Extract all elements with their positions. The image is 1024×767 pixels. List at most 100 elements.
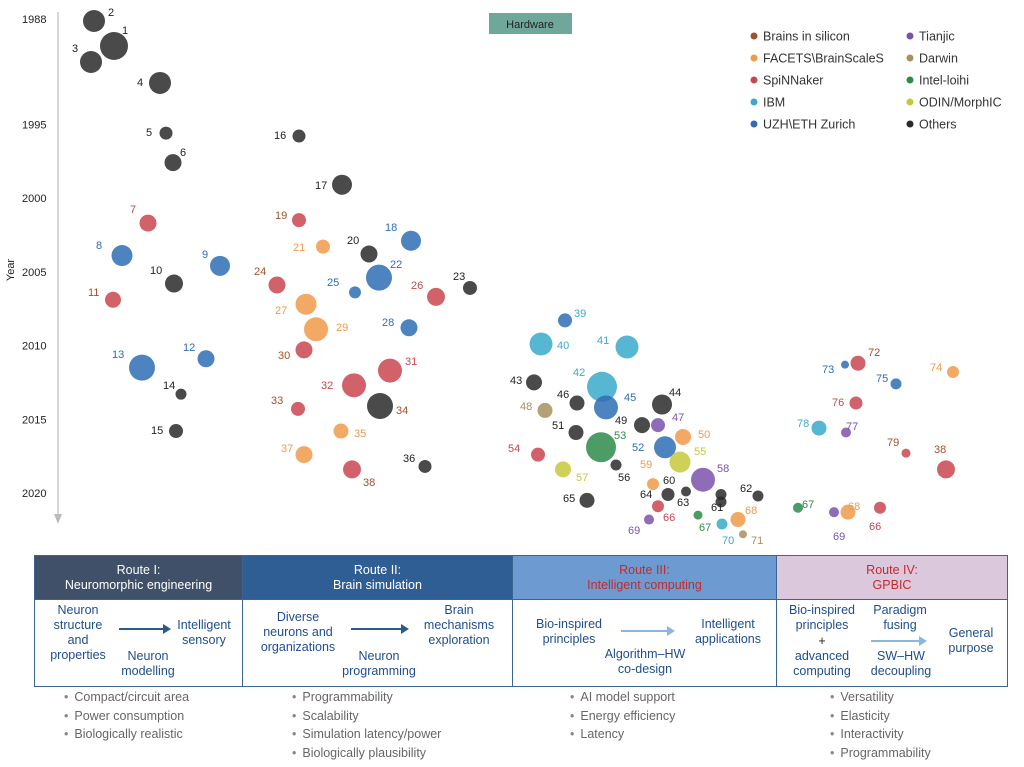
point-label-20: 20: [347, 235, 359, 247]
point-label-2: 2: [108, 7, 114, 19]
point-label-6: 6: [180, 147, 186, 159]
data-point-61b: [715, 488, 727, 500]
route-3-arrow: [621, 626, 675, 636]
point-label-28: 28: [382, 317, 394, 329]
data-point-33: [291, 401, 305, 416]
data-point-4: [149, 71, 171, 94]
point-label-56: 56: [618, 472, 630, 484]
data-point-73: [841, 360, 849, 369]
route-4-subtitle: GPBIC: [872, 577, 912, 592]
data-point-37: [295, 446, 313, 464]
route-4-box-1: Bio-inspired principles: [788, 603, 855, 632]
point-label-5: 5: [146, 127, 152, 139]
data-point-58: [691, 467, 715, 492]
data-point-50: [675, 428, 691, 445]
data-point-56: [610, 459, 622, 471]
point-label-22: 22: [390, 259, 402, 271]
data-point-11: [105, 291, 121, 308]
point-label-27: 27: [275, 305, 287, 317]
point-label-29: 29: [336, 322, 348, 334]
data-point-75: [890, 378, 902, 390]
route-2-box-3: Neuron programming: [342, 649, 416, 678]
route-4-box-1b: advanced computing: [793, 649, 851, 678]
data-point-57: [555, 461, 571, 478]
data-point-78: [811, 420, 827, 436]
point-label-8: 8: [96, 240, 102, 252]
route-1-arrow: [119, 624, 171, 634]
y-tick-label: 2000: [22, 193, 46, 205]
point-label-38b: 38: [934, 444, 946, 456]
data-point-44: [652, 394, 672, 415]
point-label-57: 57: [576, 472, 588, 484]
point-label-10: 10: [150, 265, 162, 277]
data-point-49: [634, 417, 650, 434]
data-point-31: [378, 358, 402, 383]
data-point-60: [681, 486, 691, 497]
data-point-12: [197, 350, 215, 368]
point-label-76: 76: [832, 397, 844, 409]
point-label-17: 17: [315, 180, 327, 192]
legend-label: Darwin: [919, 52, 958, 66]
route-2-title: Route II:: [353, 562, 402, 577]
data-point-34: [367, 392, 393, 419]
data-point-26: [427, 287, 445, 306]
point-label-32: 32: [321, 380, 333, 392]
data-point-71: [739, 530, 747, 539]
point-label-26: 26: [411, 280, 423, 292]
point-label-58: 58: [717, 463, 729, 475]
data-point-25: [349, 286, 361, 299]
data-point-55: [669, 451, 691, 473]
y-tick-label: 2010: [22, 341, 46, 353]
data-point-19: [292, 213, 306, 228]
y-tick-label: 2005: [22, 267, 46, 279]
data-point-9: [210, 255, 230, 276]
point-label-68: 68: [745, 505, 757, 517]
point-label-69b: 69: [833, 531, 845, 543]
data-point-40: [529, 332, 553, 356]
legend-label: Intel-loihi: [919, 74, 969, 88]
route-2-header: Route II: Brain simulation: [243, 556, 512, 600]
legend-swatch: [750, 120, 758, 128]
legend-swatch: [906, 98, 914, 106]
route-1-box-1: Neuron structure and properties: [50, 603, 106, 662]
point-label-44: 44: [669, 387, 681, 399]
legend-label: Brains in silicon: [763, 30, 850, 44]
data-point-72: [850, 355, 866, 371]
point-label-63: 63: [677, 497, 689, 509]
hardware-box: [489, 13, 572, 34]
point-label-62: 62: [740, 483, 752, 495]
point-label-54: 54: [508, 443, 520, 455]
route-3-header: Route III: Intelligent computing: [513, 556, 776, 600]
point-label-36: 36: [403, 453, 415, 465]
data-point-36: [418, 459, 432, 473]
point-label-23: 23: [453, 271, 465, 283]
data-point-30: [295, 341, 313, 359]
point-label-41: 41: [597, 335, 609, 347]
point-label-48: 48: [520, 401, 532, 413]
route-1: Route I: Neuromorphic engineering Neuron…: [34, 555, 242, 687]
data-point-76: [849, 396, 863, 410]
data-point-66b: [874, 501, 886, 514]
legend-swatch: [750, 98, 758, 106]
data-point-67: [693, 510, 703, 520]
data-point-65: [579, 492, 595, 508]
point-label-31: 31: [405, 356, 417, 368]
point-label-70: 70: [722, 535, 734, 547]
point-label-30: 30: [278, 350, 290, 362]
data-point-68b: [840, 504, 856, 520]
data-point-70: [716, 518, 728, 530]
data-point-24: [268, 276, 286, 294]
route-2-bullets: Programmability Scalability Simulation l…: [262, 688, 441, 762]
route-3-body: Bio-inspired principles Intelligent appl…: [513, 600, 776, 687]
point-label-34: 34: [396, 405, 408, 417]
legend-label: UZH\ETH Zurich: [763, 118, 855, 132]
bullet: Versatility: [800, 688, 931, 707]
point-label-55: 55: [694, 446, 706, 458]
y-tick-label: 2015: [22, 414, 46, 426]
bullet: Scalability: [262, 707, 441, 726]
data-point-53: [586, 432, 616, 463]
data-point-64: [661, 487, 675, 501]
data-point-22: [366, 264, 392, 291]
point-label-4: 4: [137, 77, 143, 89]
data-point-39: [558, 313, 572, 328]
